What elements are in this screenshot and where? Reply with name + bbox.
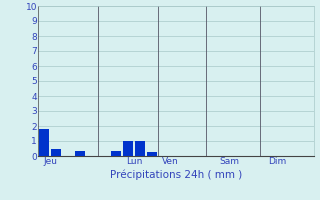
Bar [147, 152, 157, 156]
Bar [51, 148, 61, 156]
Bar [123, 141, 133, 156]
Bar [135, 141, 145, 156]
Bar [39, 129, 50, 156]
Bar [75, 151, 85, 156]
X-axis label: Précipitations 24h ( mm ): Précipitations 24h ( mm ) [110, 169, 242, 180]
Bar [111, 151, 121, 156]
